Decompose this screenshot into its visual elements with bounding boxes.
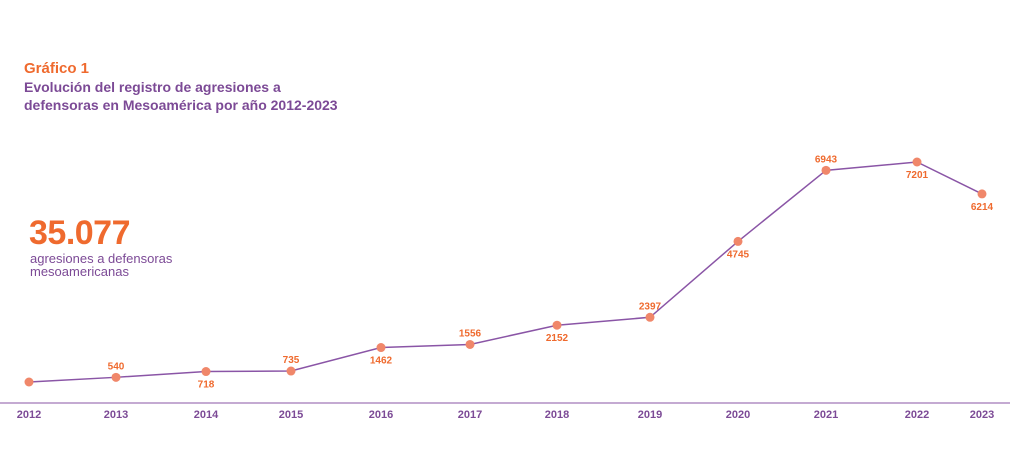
x-tick-label-2015: 2015 [279,409,303,421]
data-point-2016 [376,343,386,353]
data-point-2013 [111,372,121,382]
x-tick-label-2019: 2019 [638,409,662,421]
data-point-2018 [552,320,562,330]
data-point-2020 [733,236,743,246]
data-label-2018: 2152 [546,333,569,344]
data-point-2022 [912,157,922,167]
data-point-2019 [645,312,655,322]
data-point-2015 [286,366,296,376]
data-label-2017: 1556 [459,328,482,339]
x-tick-label-2017: 2017 [458,409,482,421]
x-tick-label-2012: 2012 [17,409,41,421]
data-label-2015: 735 [283,355,300,366]
total-aggressions-description: agresiones a defensoras mesoamericanas [30,251,173,279]
figure-label: Gráfico 1 [24,60,90,77]
data-label-2020: 4745 [727,249,750,260]
chart-header: Gráfico 1 Evolución del registro de agre… [24,60,344,114]
data-label-2022: 7201 [906,170,929,181]
x-tick-label-2022: 2022 [905,409,929,421]
data-point-2023 [977,189,987,199]
data-label-2021: 6943 [815,154,838,165]
data-label-2014: 718 [198,380,215,391]
x-tick-label-2014: 2014 [194,409,219,421]
data-label-2019: 2397 [639,301,662,312]
total-aggressions-number: 35.077 [29,214,131,252]
data-label-2016: 1462 [370,356,393,367]
data-point-2014 [201,367,211,377]
data-label-2013: 540 [108,361,125,372]
x-tick-label-2013: 2013 [104,409,128,421]
data-label-2023: 6214 [971,202,994,213]
x-tick-label-2016: 2016 [369,409,393,421]
series-line [28,161,983,383]
data-point-2012 [24,377,34,387]
data-point-2017 [465,339,475,349]
x-tick-label-2021: 2021 [814,409,838,421]
x-tick-label-2020: 2020 [726,409,750,421]
x-tick-label-2018: 2018 [545,409,569,421]
chart-title: Evolución del registro de agresiones a d… [24,79,338,113]
data-point-2021 [821,165,831,175]
x-tick-label-2023: 2023 [970,409,994,421]
